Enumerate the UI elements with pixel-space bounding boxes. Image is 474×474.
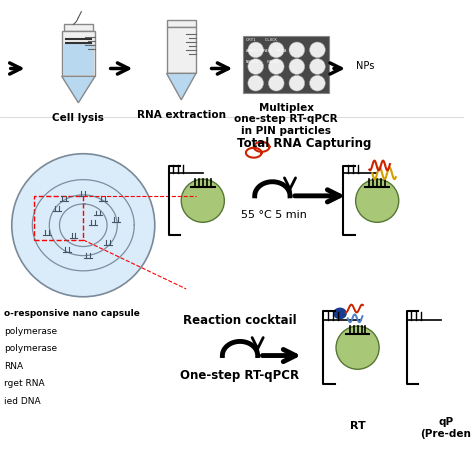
Text: polymerase: polymerase (4, 327, 57, 336)
Text: o-responsive nano capsule: o-responsive nano capsule (4, 309, 140, 318)
Polygon shape (63, 44, 94, 75)
Circle shape (248, 59, 264, 74)
Polygon shape (64, 24, 93, 31)
Circle shape (289, 59, 305, 74)
Polygon shape (166, 73, 196, 100)
Circle shape (12, 154, 155, 297)
Circle shape (289, 75, 305, 91)
Bar (34, 196, 83, 240)
Circle shape (310, 42, 325, 58)
Circle shape (289, 42, 305, 58)
Text: rget RNA: rget RNA (4, 380, 45, 389)
Circle shape (181, 179, 224, 222)
Text: Multiplex
one-step RT-qPCR
in PIN particles: Multiplex one-step RT-qPCR in PIN partic… (234, 103, 338, 136)
Circle shape (268, 59, 284, 74)
Polygon shape (166, 27, 196, 73)
Text: RNA extraction: RNA extraction (137, 109, 226, 119)
Circle shape (310, 75, 325, 91)
Text: polymerase: polymerase (4, 344, 57, 353)
Text: 55 °C 5 min: 55 °C 5 min (241, 210, 307, 220)
Text: CRY1    CLOCK: CRY1 CLOCK (246, 38, 277, 42)
Text: Cell lysis: Cell lysis (53, 113, 104, 123)
Circle shape (336, 326, 379, 369)
Text: ied DNA: ied DNA (4, 397, 41, 406)
Text: Reaction cocktail: Reaction cocktail (183, 314, 297, 327)
Text: NPs: NPs (356, 61, 374, 71)
Circle shape (268, 75, 284, 91)
Circle shape (248, 75, 264, 91)
Circle shape (248, 42, 264, 58)
Text: qP
(Pre-den: qP (Pre-den (420, 417, 471, 439)
Text: RNA: RNA (4, 362, 23, 371)
Ellipse shape (333, 308, 347, 319)
Text: RT: RT (350, 421, 365, 431)
Circle shape (268, 42, 284, 58)
Circle shape (356, 179, 399, 222)
Text: NR1D1    NR1D2: NR1D1 NR1D2 (246, 60, 279, 64)
Circle shape (310, 59, 325, 74)
Text: Total RNA Capturing: Total RNA Capturing (237, 137, 371, 150)
Polygon shape (62, 31, 95, 76)
Bar (243, 36, 329, 93)
Polygon shape (166, 20, 196, 27)
Text: ARNTL NPAS2  PPIA: ARNTL NPAS2 PPIA (246, 49, 286, 53)
Polygon shape (62, 76, 95, 103)
Text: One-step RT-qPCR: One-step RT-qPCR (181, 369, 300, 382)
